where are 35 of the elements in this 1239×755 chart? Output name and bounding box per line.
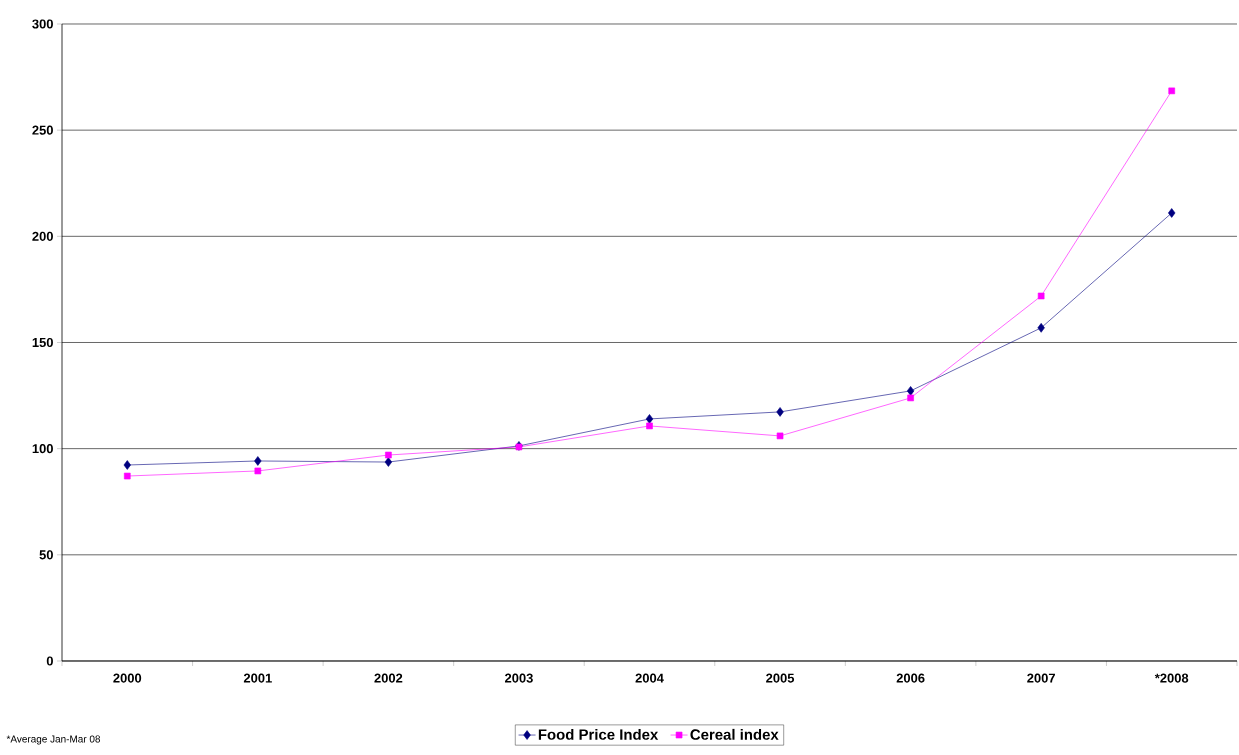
x-tick-label: *2008 [1154, 673, 1189, 683]
y-tick-label: 250 [32, 125, 53, 135]
x-tick-label: 2000 [113, 673, 142, 683]
legend-label: Cereal index [690, 728, 779, 740]
point [254, 467, 262, 475]
x-tick-label: 2005 [766, 673, 795, 683]
point [124, 472, 131, 480]
x-tick-label: 2007 [1027, 673, 1055, 683]
x-tick-label: 2001 [243, 673, 272, 683]
point [1037, 323, 1045, 333]
legend-label: Food Price Index [538, 728, 659, 740]
point [776, 432, 784, 440]
y-tick-label: 150 [32, 337, 53, 348]
y-tick-label: 100 [32, 444, 53, 454]
point [907, 394, 914, 402]
point [646, 422, 653, 430]
point [645, 414, 654, 424]
y-tick-label: 300 [32, 19, 53, 29]
point [776, 407, 784, 417]
y-tick-label: 0 [46, 656, 53, 666]
text: *Average Jan-Mar 08 [6, 735, 101, 745]
point [384, 457, 393, 467]
point [123, 460, 131, 470]
x-tick-label: 2004 [635, 673, 664, 683]
x-tick-label: 2003 [504, 673, 533, 683]
point [254, 456, 262, 466]
point [1168, 208, 1176, 218]
point [385, 451, 392, 459]
y-tick-label: 200 [32, 231, 53, 241]
x-tick-label: 2002 [374, 673, 403, 683]
point [1168, 87, 1175, 95]
point [906, 386, 915, 396]
point [1037, 292, 1045, 300]
x-tick-label: 2006 [896, 673, 925, 683]
y-tick-label: 50 [39, 550, 53, 560]
